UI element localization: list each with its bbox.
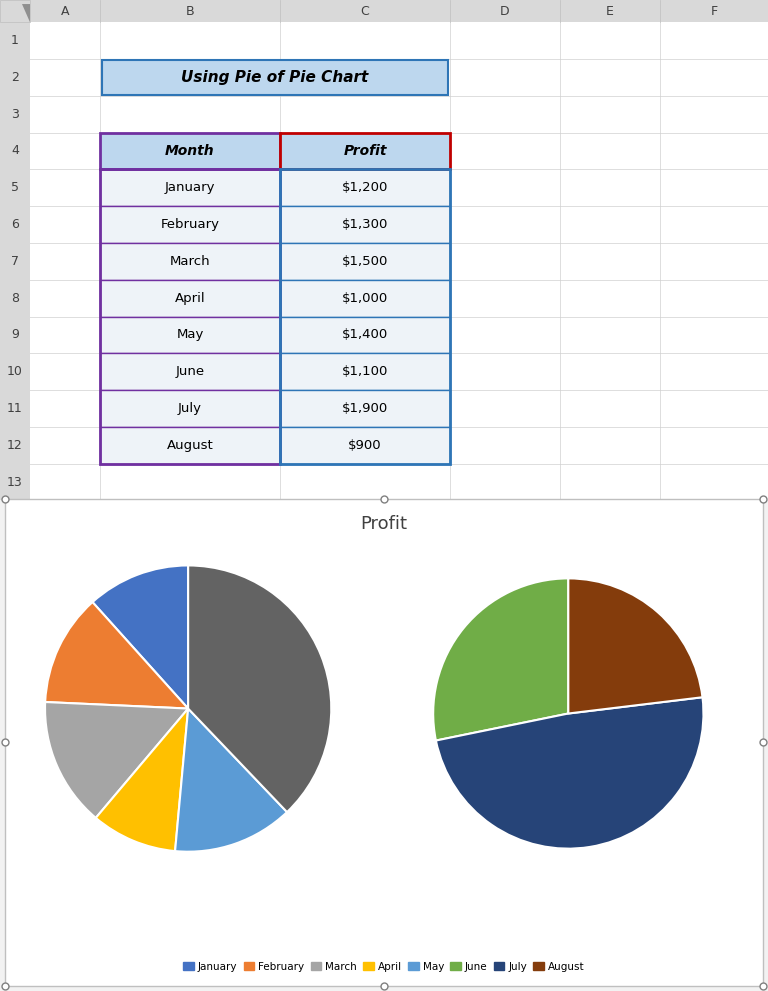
Text: $1,500: $1,500 xyxy=(342,255,388,268)
Text: Profit: Profit xyxy=(360,514,408,532)
Text: 7: 7 xyxy=(11,255,19,268)
FancyBboxPatch shape xyxy=(0,22,30,500)
Text: $1,100: $1,100 xyxy=(342,366,388,379)
Text: 4: 4 xyxy=(11,145,19,158)
Text: A: A xyxy=(61,5,69,18)
FancyBboxPatch shape xyxy=(280,169,450,206)
Text: 1: 1 xyxy=(11,34,19,48)
FancyBboxPatch shape xyxy=(280,390,450,427)
FancyBboxPatch shape xyxy=(100,243,280,279)
Text: 8: 8 xyxy=(11,291,19,304)
FancyBboxPatch shape xyxy=(100,354,280,390)
FancyBboxPatch shape xyxy=(280,243,450,279)
Wedge shape xyxy=(45,603,188,709)
Text: Month: Month xyxy=(165,144,215,158)
FancyBboxPatch shape xyxy=(280,206,450,243)
FancyBboxPatch shape xyxy=(100,390,280,427)
FancyBboxPatch shape xyxy=(100,279,280,316)
Text: March: March xyxy=(170,255,210,268)
Wedge shape xyxy=(45,702,188,818)
Text: $1,200: $1,200 xyxy=(342,181,388,194)
Text: Using Pie of Pie Chart: Using Pie of Pie Chart xyxy=(181,70,369,85)
Text: 9: 9 xyxy=(11,328,19,342)
Text: 5: 5 xyxy=(11,181,19,194)
FancyBboxPatch shape xyxy=(280,133,450,169)
Text: F: F xyxy=(710,5,717,18)
Wedge shape xyxy=(92,566,188,709)
FancyBboxPatch shape xyxy=(280,279,450,316)
Text: 3: 3 xyxy=(11,108,19,121)
Wedge shape xyxy=(96,709,188,851)
Text: B: B xyxy=(186,5,194,18)
FancyBboxPatch shape xyxy=(0,0,30,22)
FancyBboxPatch shape xyxy=(5,498,763,986)
Wedge shape xyxy=(175,709,287,851)
Text: D: D xyxy=(500,5,510,18)
Text: June: June xyxy=(175,366,204,379)
FancyBboxPatch shape xyxy=(100,206,280,243)
Text: $900: $900 xyxy=(348,439,382,452)
Wedge shape xyxy=(433,579,568,740)
FancyBboxPatch shape xyxy=(0,0,768,22)
FancyBboxPatch shape xyxy=(100,427,280,464)
Text: 11: 11 xyxy=(7,402,23,415)
Text: April: April xyxy=(174,291,205,304)
Wedge shape xyxy=(188,566,331,812)
FancyBboxPatch shape xyxy=(100,316,280,354)
Text: E: E xyxy=(606,5,614,18)
Text: $1,900: $1,900 xyxy=(342,402,388,415)
Text: $1,400: $1,400 xyxy=(342,328,388,342)
FancyBboxPatch shape xyxy=(30,22,768,500)
Wedge shape xyxy=(436,698,703,848)
Text: 13: 13 xyxy=(7,476,23,489)
Text: 2: 2 xyxy=(11,71,19,84)
Text: August: August xyxy=(167,439,214,452)
Text: July: July xyxy=(178,402,202,415)
Text: 10: 10 xyxy=(7,366,23,379)
FancyBboxPatch shape xyxy=(280,427,450,464)
FancyBboxPatch shape xyxy=(100,133,280,169)
Text: $1,000: $1,000 xyxy=(342,291,388,304)
Text: February: February xyxy=(161,218,220,231)
Text: May: May xyxy=(177,328,204,342)
FancyBboxPatch shape xyxy=(102,60,448,95)
Text: 6: 6 xyxy=(11,218,19,231)
Text: Profit: Profit xyxy=(343,144,387,158)
FancyBboxPatch shape xyxy=(100,169,280,206)
Legend: January, February, March, April, May, June, July, August: January, February, March, April, May, Ju… xyxy=(179,957,589,976)
Text: January: January xyxy=(165,181,215,194)
Text: 12: 12 xyxy=(7,439,23,452)
FancyBboxPatch shape xyxy=(280,316,450,354)
Text: C: C xyxy=(361,5,369,18)
Wedge shape xyxy=(568,579,703,714)
Text: $1,300: $1,300 xyxy=(342,218,388,231)
FancyBboxPatch shape xyxy=(280,354,450,390)
Polygon shape xyxy=(22,4,30,22)
